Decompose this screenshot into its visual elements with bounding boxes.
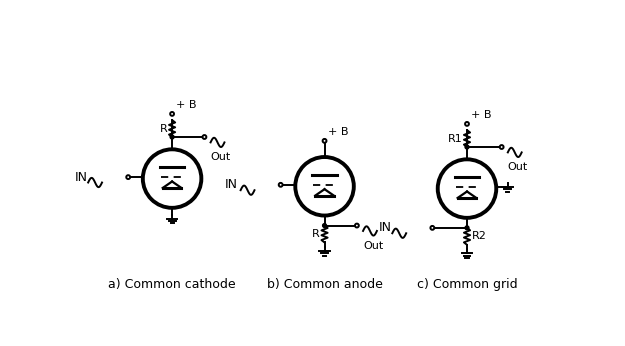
Text: + B: + B: [328, 127, 349, 137]
Text: Out: Out: [211, 152, 231, 162]
Text: + B: + B: [471, 110, 491, 120]
Circle shape: [143, 149, 201, 208]
Circle shape: [170, 112, 174, 116]
Text: IN: IN: [225, 178, 238, 191]
Text: R: R: [160, 124, 168, 134]
Circle shape: [202, 135, 206, 139]
Text: R2: R2: [472, 231, 486, 241]
Circle shape: [322, 224, 326, 227]
Text: + B: + B: [176, 100, 196, 110]
Text: c) Common grid: c) Common grid: [417, 278, 518, 291]
Text: b) Common anode: b) Common anode: [267, 278, 382, 291]
Text: R1: R1: [448, 134, 462, 144]
Circle shape: [126, 175, 130, 179]
Text: Out: Out: [508, 162, 528, 172]
Text: a) Common cathode: a) Common cathode: [108, 278, 236, 291]
Text: IN: IN: [74, 171, 88, 184]
Circle shape: [465, 145, 469, 149]
Circle shape: [322, 139, 326, 143]
Circle shape: [500, 145, 504, 149]
Circle shape: [438, 159, 496, 218]
Text: Out: Out: [363, 241, 383, 251]
Circle shape: [355, 224, 359, 227]
Circle shape: [431, 226, 434, 230]
Circle shape: [465, 122, 469, 126]
Text: IN: IN: [379, 221, 391, 234]
Circle shape: [279, 183, 282, 187]
Circle shape: [465, 226, 469, 230]
Text: R: R: [312, 229, 320, 239]
Circle shape: [295, 157, 354, 216]
Circle shape: [170, 135, 174, 139]
